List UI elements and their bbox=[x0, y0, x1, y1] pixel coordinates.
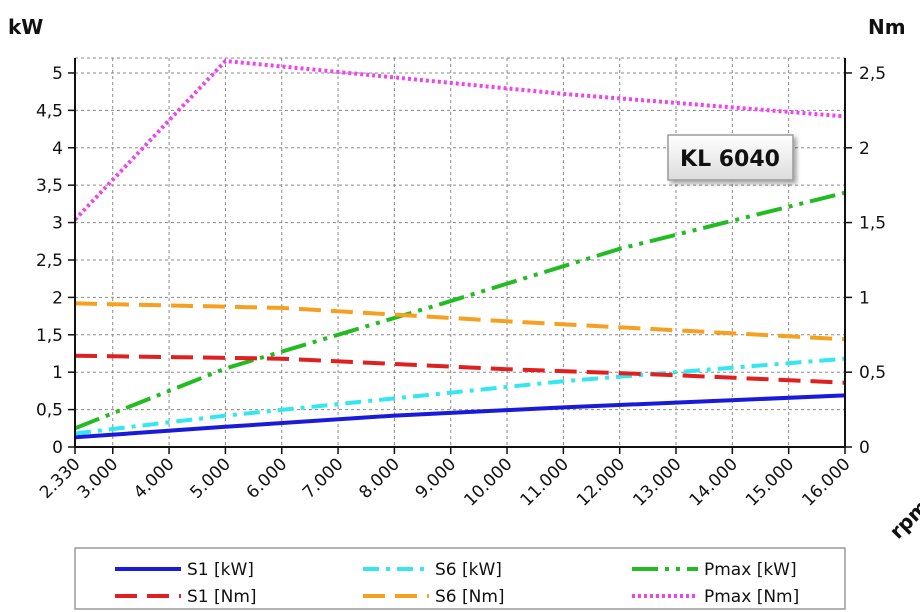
series-line-pmax-kw bbox=[74, 190, 846, 431]
left-tick-label: 1 bbox=[52, 363, 63, 383]
x-tick-label: 16.000 bbox=[798, 454, 854, 510]
series-lines bbox=[73, 58, 846, 440]
left-tick-label: 0,5 bbox=[36, 401, 63, 421]
x-tick-label: 13.000 bbox=[629, 454, 685, 510]
tick-labels: 0 0,5 1 1,5 2 2,5 3 3,5 4 4,5 5 0 0,5 1 1,5 2 2,5 2.3303.… bbox=[36, 64, 886, 511]
grid bbox=[75, 57, 846, 447]
series-line-s1-nm bbox=[74, 353, 846, 385]
x-tick-label: 7.000 bbox=[299, 454, 348, 503]
right-tick-label: 2,5 bbox=[859, 64, 886, 84]
right-tick-label: 1,5 bbox=[859, 214, 886, 234]
legend-label: S6 [kW] bbox=[435, 560, 502, 580]
legend-box bbox=[74, 547, 846, 610]
right-tick-label: 1 bbox=[859, 288, 870, 308]
legend-label: S6 [Nm] bbox=[435, 587, 505, 607]
model-badge-label: KL 6040 bbox=[680, 147, 780, 172]
x-tick-label: 11.000 bbox=[517, 454, 573, 510]
right-tick-label: 2 bbox=[859, 139, 870, 159]
axes bbox=[68, 58, 852, 454]
right-tick-label: 0 bbox=[859, 438, 870, 458]
x-tick-label: 8.000 bbox=[355, 454, 404, 503]
left-tick-label: 4 bbox=[52, 139, 63, 159]
legend-label: S1 [Nm] bbox=[187, 587, 257, 607]
model-badge bbox=[667, 134, 794, 181]
legend-label: Pmax [Nm] bbox=[704, 587, 799, 607]
legend-label: S1 [kW] bbox=[187, 560, 254, 580]
left-tick-label: 2,5 bbox=[36, 251, 63, 271]
left-tick-label: 5 bbox=[52, 64, 63, 84]
x-tick-label: 14.000 bbox=[686, 454, 742, 510]
x-tick-label: 5.000 bbox=[186, 454, 235, 503]
left-tick-label: 0 bbox=[52, 438, 63, 458]
x-axis-unit: rpm bbox=[885, 495, 920, 544]
left-tick-label: 1,5 bbox=[36, 326, 63, 346]
left-tick-label: 4,5 bbox=[36, 101, 63, 121]
x-tick-label: 9.000 bbox=[412, 454, 461, 503]
series-line-s6-kw bbox=[74, 356, 846, 436]
left-tick-label: 3 bbox=[52, 214, 63, 234]
series-line-pmax-nm bbox=[73, 58, 846, 221]
left-tick-label: 3,5 bbox=[36, 176, 63, 196]
x-tick-label: 2.330 bbox=[36, 454, 85, 503]
left-tick-label: 2 bbox=[52, 288, 63, 308]
left-axis-unit: kW bbox=[8, 15, 43, 39]
right-tick-label: 0,5 bbox=[859, 363, 886, 383]
x-tick-label: 4.000 bbox=[130, 454, 179, 503]
x-tick-label: 10.000 bbox=[460, 454, 516, 510]
x-tick-label: 12.000 bbox=[573, 454, 629, 510]
series-line-s1-kw bbox=[74, 393, 846, 440]
series-line-s6-nm bbox=[74, 301, 846, 342]
x-tick-label: 15.000 bbox=[742, 454, 798, 510]
right-axis-unit: Nm bbox=[868, 15, 906, 39]
legend: S1 [kW] S6 [kW] Pmax [kW] S1 [Nm] S6 [Nm] Pma… bbox=[74, 547, 846, 610]
x-tick-label: 3.000 bbox=[74, 454, 123, 503]
x-tick-label: 6.000 bbox=[243, 454, 292, 503]
legend-label: Pmax [kW] bbox=[704, 560, 797, 580]
